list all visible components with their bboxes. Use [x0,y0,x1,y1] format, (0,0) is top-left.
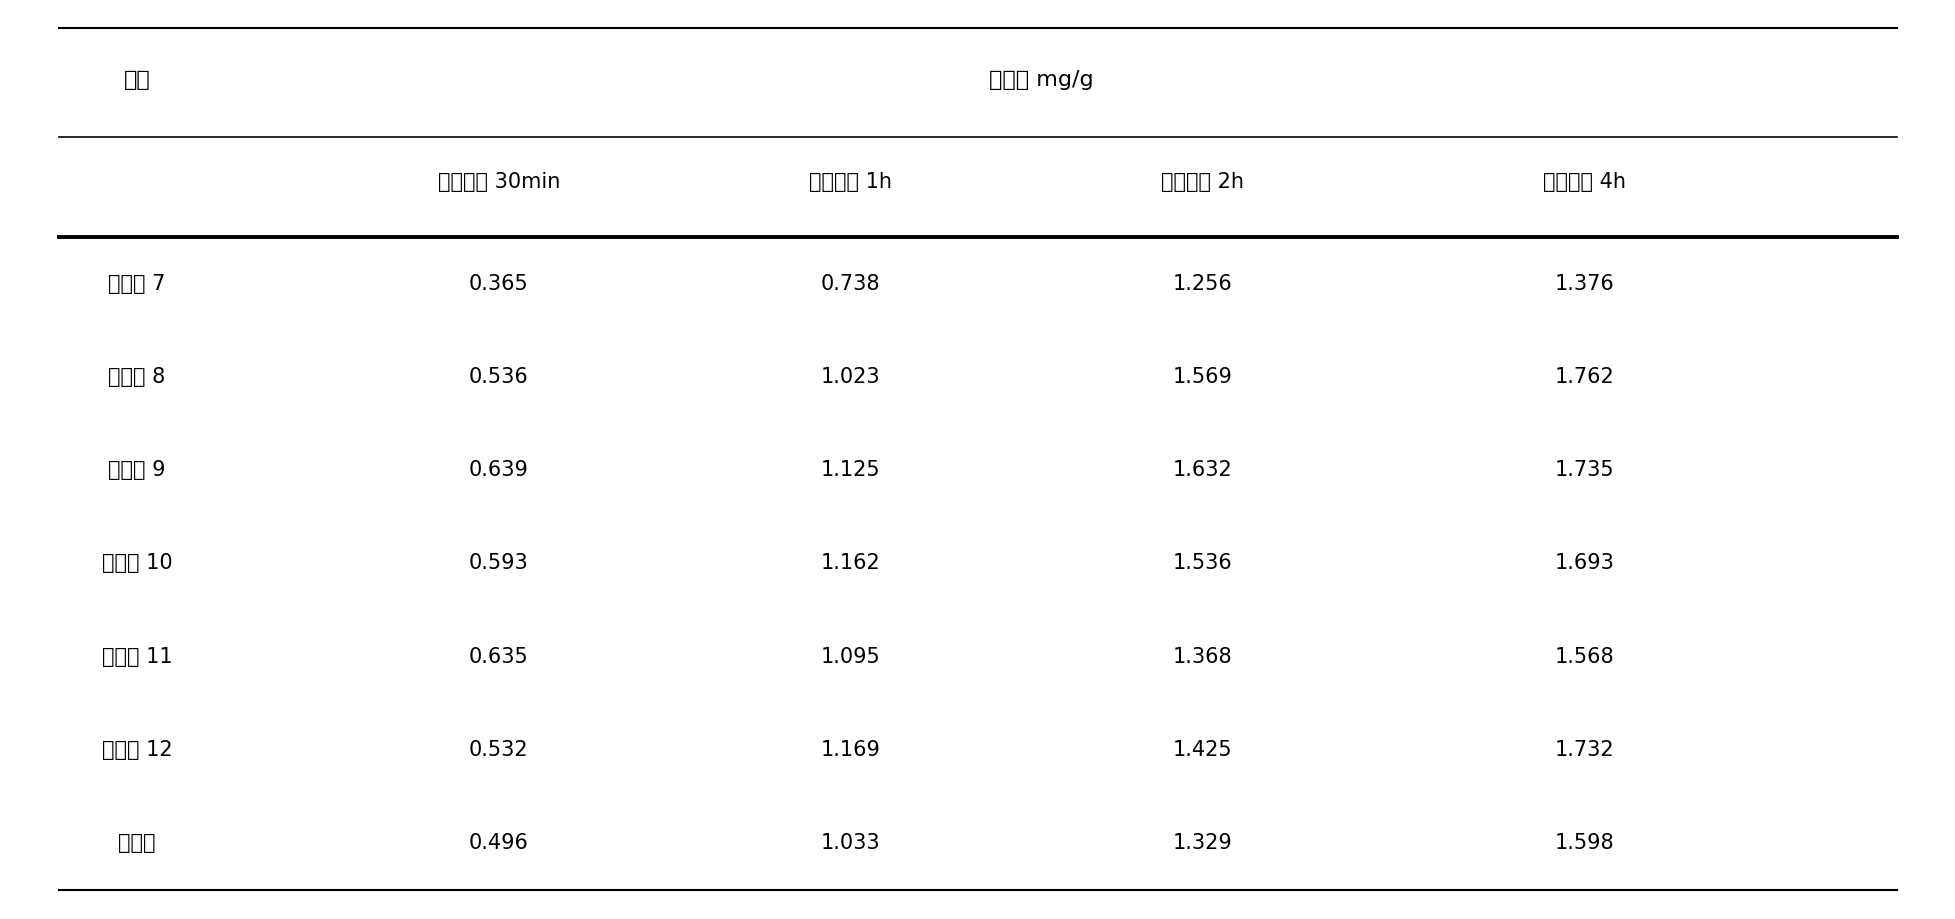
Text: 1.125: 1.125 [821,460,880,480]
Text: 1.735: 1.735 [1554,460,1613,480]
Text: 0.639: 0.639 [469,460,528,480]
Text: 1.536: 1.536 [1173,553,1232,573]
Text: 1.033: 1.033 [821,833,880,853]
Text: 1.368: 1.368 [1173,647,1232,666]
Text: 1.095: 1.095 [821,647,880,666]
Text: 实施例 10: 实施例 10 [102,553,172,573]
Text: 实施例 11: 实施例 11 [102,647,172,666]
Text: 0.496: 0.496 [469,833,528,853]
Text: 1.425: 1.425 [1173,740,1232,760]
Text: 实施例 8: 实施例 8 [108,367,166,387]
Text: 0.738: 0.738 [821,274,880,294]
Text: 0.365: 0.365 [469,274,528,294]
Text: 吸附时间 2h: 吸附时间 2h [1161,172,1243,191]
Text: 吸附时间 1h: 吸附时间 1h [809,172,891,191]
Text: 吸附时间 4h: 吸附时间 4h [1542,172,1625,191]
Text: 0.635: 0.635 [469,647,528,666]
Text: 1.376: 1.376 [1554,274,1613,294]
Text: 1.256: 1.256 [1173,274,1232,294]
Text: 实施例 7: 实施例 7 [108,274,166,294]
Text: 吸附量 mg/g: 吸附量 mg/g [989,71,1093,90]
Text: 0.536: 0.536 [469,367,528,387]
Text: 1.632: 1.632 [1173,460,1232,480]
Text: 试样: 试样 [123,71,151,90]
Text: 实施例 9: 实施例 9 [108,460,166,480]
Text: 0.593: 0.593 [469,553,528,573]
Text: 1.169: 1.169 [821,740,880,760]
Text: 1.568: 1.568 [1554,647,1613,666]
Text: 对比例: 对比例 [117,833,156,853]
Text: 吸附时间 30min: 吸附时间 30min [438,172,559,191]
Text: 1.329: 1.329 [1173,833,1232,853]
Text: 1.732: 1.732 [1554,740,1613,760]
Text: 1.598: 1.598 [1554,833,1613,853]
Text: 1.569: 1.569 [1173,367,1232,387]
Text: 实施例 12: 实施例 12 [102,740,172,760]
Text: 1.762: 1.762 [1554,367,1613,387]
Text: 1.162: 1.162 [821,553,880,573]
Text: 1.023: 1.023 [821,367,880,387]
Text: 1.693: 1.693 [1554,553,1613,573]
Text: 0.532: 0.532 [469,740,528,760]
